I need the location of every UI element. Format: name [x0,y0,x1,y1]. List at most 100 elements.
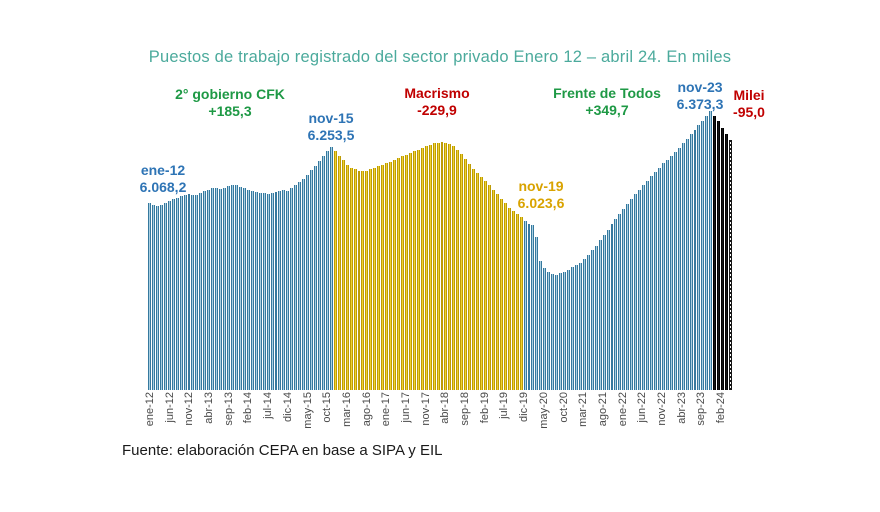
bar [298,182,302,390]
bar [515,214,519,390]
bar [531,225,535,390]
bar [306,174,310,390]
bar [555,274,559,390]
bar [238,186,242,390]
bar [274,192,278,390]
bar [148,203,151,390]
bar [444,142,448,390]
bar [373,168,377,390]
bar [713,115,717,390]
annotation-ene-12: ene-12 6.068,2 [73,162,253,196]
bar [397,157,400,390]
bar [317,160,321,390]
bar [464,158,468,390]
bar [614,219,618,390]
annotation-cfk-change: +185,3 [208,103,252,119]
x-tick-label: sep-23 [695,392,708,426]
bar [286,190,290,390]
bar [567,269,570,390]
bar [448,144,452,390]
bar [503,203,507,390]
bar [456,149,460,390]
bar [673,151,677,390]
bar [511,211,515,390]
bar [155,206,159,390]
bar [491,189,495,390]
bar [480,177,484,390]
bar [539,260,543,390]
bar [385,163,389,390]
bar [484,180,487,390]
bar [223,187,227,390]
bar [389,161,393,390]
annotation-cfk-period: 2° gobierno CFK +185,3 [140,86,320,120]
bar [234,184,238,390]
bar [231,185,234,390]
bar [570,267,574,390]
bar [642,185,646,390]
x-tick-label: abr-23 [675,392,688,424]
bar [353,169,357,390]
bar [452,146,456,390]
annotation-macrismo-period: Macrismo -229,9 [347,85,527,119]
bar [290,187,294,390]
annotation-milei-label: Milei [733,87,765,103]
bar [495,194,499,390]
bar [171,199,175,390]
bar [211,188,215,390]
annotation-ene-12-label: ene-12 [140,162,186,178]
bar [381,164,385,390]
bar [654,171,657,390]
bar [507,207,511,390]
annotation-nov-23: nov-23 6.373,3 [610,79,790,113]
annotation-nov-19-value: 6.023,6 [517,195,565,211]
bar [590,250,594,390]
bar [270,193,274,390]
bar [665,159,669,390]
bar [440,142,444,390]
bar [669,156,673,390]
bar [622,209,626,390]
annotation-milei-change: -95,0 [733,104,765,120]
x-tick-label: dic-19 [518,392,531,422]
annotation-cfk-label: 2° gobierno CFK [175,86,285,102]
x-tick-label: feb-24 [715,392,728,424]
x-tick-label: ago-21 [596,392,609,427]
bar [578,262,582,390]
bar [717,121,721,390]
bar [250,190,254,390]
annotation-nov-15-value: 6.253,5 [307,127,355,143]
annotation-nov-23-value: 6.373,3 [676,96,724,112]
bar [341,160,345,390]
bar [468,164,472,390]
bar [262,193,266,390]
bar [357,170,361,390]
x-tick-label: feb-19 [478,392,491,424]
bar [685,139,689,390]
bar [582,258,586,390]
bar [163,203,167,390]
bar [436,142,440,390]
bar [527,223,531,390]
annotation-fdt-change: +349,7 [585,102,629,118]
bar [294,185,298,390]
bar [626,204,630,390]
x-tick-label: nov-22 [656,392,669,426]
bar [547,271,551,390]
bar [638,190,642,390]
bar [408,153,412,390]
bar [681,143,685,390]
x-tick-label: mar-21 [577,392,590,427]
source-note: Fuente: elaboración CEPA en base a SIPA … [122,442,443,459]
bar [543,268,547,390]
bar [191,195,195,390]
bar [729,139,733,390]
bar [199,192,203,390]
bar [563,271,567,390]
bar [519,216,523,390]
bar [187,193,191,390]
bar [337,155,341,390]
bar [369,169,373,390]
bar [329,147,333,390]
